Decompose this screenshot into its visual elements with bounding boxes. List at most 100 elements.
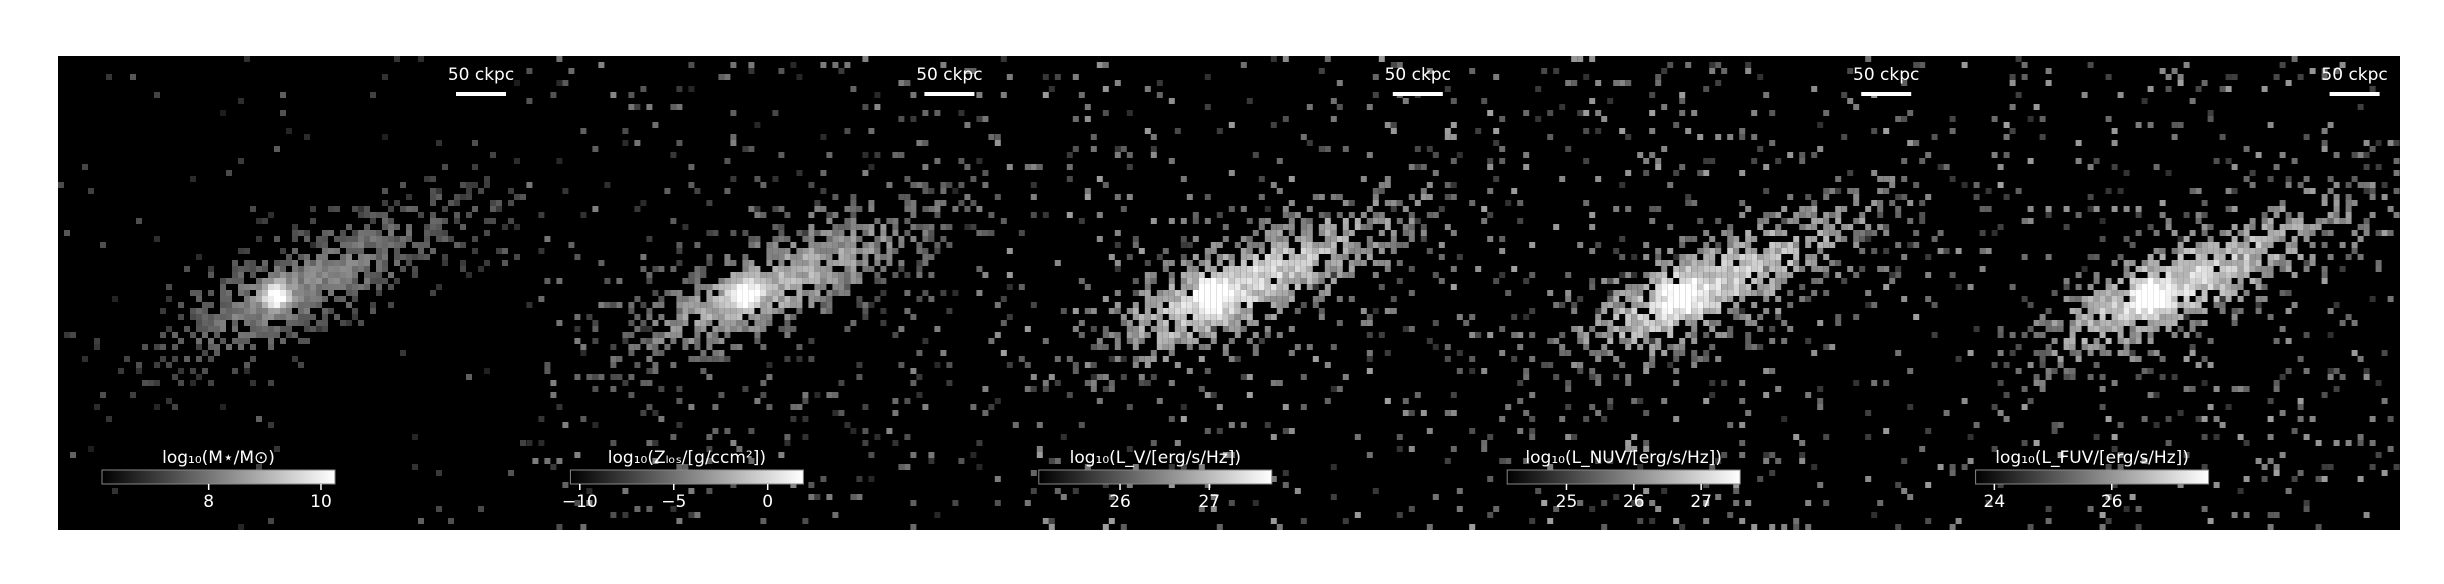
- image-pixel: [1931, 236, 1938, 242]
- image-pixel: [2267, 416, 2274, 422]
- image-pixel: [1168, 416, 1175, 422]
- image-pixel: [1390, 122, 1397, 128]
- image-pixel: [658, 266, 665, 272]
- image-pixel: [2243, 440, 2250, 446]
- image-pixel: [1565, 350, 1572, 356]
- image-pixel: [298, 266, 304, 272]
- image-pixel: [2279, 410, 2286, 416]
- image-pixel: [1949, 272, 1956, 278]
- image-pixel: [1294, 260, 1301, 266]
- image-pixel: [2285, 260, 2292, 266]
- image-pixel: [772, 266, 779, 272]
- image-pixel: [2219, 302, 2226, 308]
- image-pixel: [1408, 194, 1415, 200]
- image-pixel: [1937, 230, 1944, 236]
- image-pixel: [2027, 158, 2034, 164]
- image-pixel: [2039, 386, 2046, 392]
- image-pixel: [346, 254, 352, 260]
- image-pixel: [1577, 56, 1584, 62]
- image-pixel: [1432, 494, 1439, 500]
- image-pixel: [718, 308, 725, 314]
- image-pixel: [1294, 266, 1301, 272]
- image-pixel: [202, 308, 208, 314]
- image-pixel: [2021, 62, 2028, 68]
- image-pixel: [358, 260, 364, 266]
- image-pixel: [2135, 230, 2142, 236]
- image-pixel: [730, 296, 737, 302]
- image-pixel: [1186, 266, 1193, 272]
- image-pixel: [886, 236, 893, 242]
- image-pixel: [2381, 230, 2388, 236]
- image-pixel: [1270, 260, 1277, 266]
- image-pixel: [2159, 68, 2166, 74]
- image-pixel: [1126, 326, 1133, 332]
- image-pixel: [1607, 332, 1614, 338]
- image-pixel: [1252, 350, 1259, 356]
- image-pixel: [2129, 494, 2136, 500]
- image-pixel: [1324, 224, 1331, 230]
- image-pixel: [376, 212, 382, 218]
- image-pixel: [2105, 338, 2112, 344]
- image-pixel: [856, 278, 863, 284]
- image-pixel: [1619, 254, 1626, 260]
- image-pixel: [706, 200, 713, 206]
- image-pixel: [1877, 266, 1884, 272]
- image-pixel: [1324, 218, 1331, 224]
- image-pixel: [232, 260, 238, 266]
- image-pixel: [2327, 254, 2334, 260]
- image-pixel: [652, 458, 659, 464]
- image-pixel: [1030, 212, 1037, 218]
- image-pixel: [1288, 176, 1295, 182]
- image-pixel: [1300, 134, 1307, 140]
- image-pixel: [1186, 194, 1193, 200]
- image-pixel: [1997, 482, 2004, 488]
- image-pixel: [2303, 266, 2310, 272]
- image-pixel: [460, 224, 466, 230]
- image-pixel: [286, 320, 292, 326]
- image-pixel: [784, 266, 791, 272]
- image-pixel: [394, 242, 400, 248]
- image-pixel: [724, 332, 731, 338]
- image-pixel: [2105, 494, 2112, 500]
- image-pixel: [1366, 452, 1373, 458]
- image-pixel: [2177, 248, 2184, 254]
- image-pixel: [1673, 356, 1680, 362]
- image-pixel: [862, 248, 869, 254]
- image-pixel: [1036, 422, 1043, 428]
- image-pixel: [1805, 296, 1812, 302]
- image-pixel: [832, 260, 839, 266]
- image-pixel: [286, 308, 292, 314]
- image-pixel: [2027, 218, 2034, 224]
- image-pixel: [2159, 212, 2166, 218]
- image-pixel: [2363, 152, 2370, 158]
- image-pixel: [2279, 254, 2286, 260]
- image-pixel: [724, 74, 731, 80]
- image-pixel: [1631, 302, 1638, 308]
- image-pixel: [1288, 278, 1295, 284]
- image-pixel: [802, 278, 809, 284]
- image-pixel: [1246, 338, 1253, 344]
- image-pixel: [430, 194, 436, 200]
- image-pixel: [1150, 218, 1157, 224]
- image-pixel: [610, 356, 617, 362]
- image-pixel: [778, 284, 785, 290]
- image-pixel: [760, 290, 767, 296]
- image-pixel: [790, 404, 797, 410]
- image-pixel: [2333, 440, 2340, 446]
- image-pixel: [1204, 332, 1211, 338]
- image-pixel: [220, 296, 226, 302]
- image-pixel: [2159, 356, 2166, 362]
- image-pixel: [724, 428, 731, 434]
- image-pixel: [1330, 224, 1337, 230]
- image-pixel: [736, 284, 743, 290]
- image-pixel: [2075, 158, 2082, 164]
- image-pixel: [472, 182, 478, 188]
- image-pixel: [2033, 104, 2040, 110]
- image-pixel: [2069, 320, 2076, 326]
- image-pixel: [754, 176, 761, 182]
- image-pixel: [1150, 350, 1157, 356]
- image-pixel: [2147, 266, 2154, 272]
- image-pixel: [676, 242, 683, 248]
- image-pixel: [898, 116, 905, 122]
- image-pixel: [2321, 68, 2328, 74]
